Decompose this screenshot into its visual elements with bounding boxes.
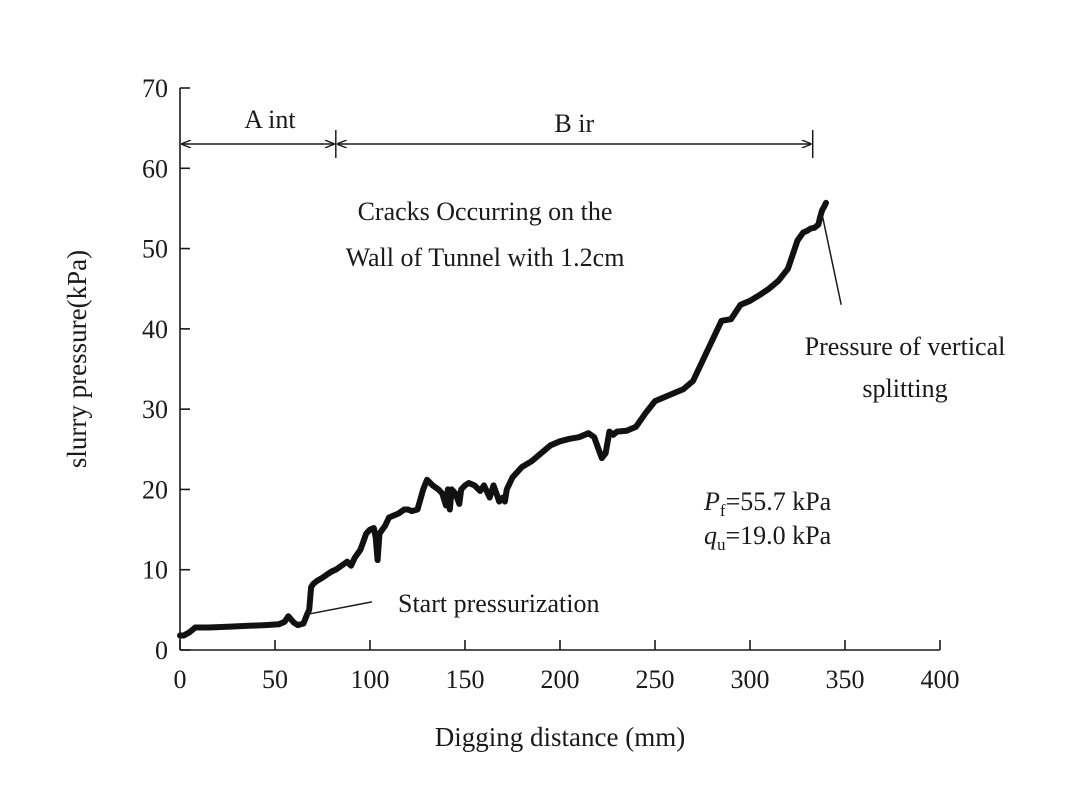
y-tick-label: 20 <box>142 475 168 504</box>
y-tick-label: 60 <box>142 154 168 183</box>
x-tick-label: 400 <box>921 665 960 694</box>
qu-value-label: qu=19.0 kPa <box>704 521 832 554</box>
cracks-annotation-line1: Cracks Occurring on the <box>358 197 613 226</box>
pf-symbol: P <box>703 487 720 516</box>
pf-subscript: f <box>720 501 726 520</box>
vertical-splitting-label-line1: Pressure of vertical <box>805 332 1006 361</box>
pf-value: =55.7 kPa <box>726 487 832 516</box>
cracks-annotation-line2: Wall of Tunnel with 1.2cm <box>346 243 625 272</box>
y-tick-label: 70 <box>142 74 168 103</box>
x-tick-label: 250 <box>636 665 675 694</box>
qu-subscript: u <box>717 535 726 554</box>
series-group <box>177 199 829 639</box>
series-line <box>177 199 829 639</box>
pf-value-label: Pf=55.7 kPa <box>703 487 832 520</box>
x-ticks: 0 50 100 150 200 250 300 350 400 <box>174 640 960 694</box>
start-pressurization-label: Start pressurization <box>398 589 599 618</box>
x-axis-label: Digging distance (mm) <box>435 722 685 752</box>
start-pressurization-leader <box>305 601 373 616</box>
range-b-label: B ir <box>554 109 594 138</box>
y-tick-label: 0 <box>155 636 168 665</box>
y-tick-label: 40 <box>142 315 168 344</box>
x-tick-label: 100 <box>351 665 390 694</box>
qu-symbol: q <box>704 521 717 550</box>
y-tick-label: 10 <box>142 556 168 585</box>
vertical-splitting-label-line2: splitting <box>862 374 947 403</box>
x-tick-label: 50 <box>262 665 288 694</box>
vertical-splitting-leader <box>821 214 842 305</box>
x-tick-label: 150 <box>446 665 485 694</box>
y-tick-label: 50 <box>142 235 168 264</box>
x-tick-label: 0 <box>174 665 187 694</box>
y-axis-label: slurry pressure(kPa) <box>62 250 92 468</box>
y-tick-label: 30 <box>142 395 168 424</box>
qu-value: =19.0 kPa <box>726 521 832 550</box>
range-a-label: A int <box>244 105 296 134</box>
x-tick-label: 300 <box>731 665 770 694</box>
x-tick-label: 200 <box>541 665 580 694</box>
x-tick-label: 350 <box>826 665 865 694</box>
y-ticks: 0 10 20 30 40 50 60 70 <box>142 74 190 665</box>
